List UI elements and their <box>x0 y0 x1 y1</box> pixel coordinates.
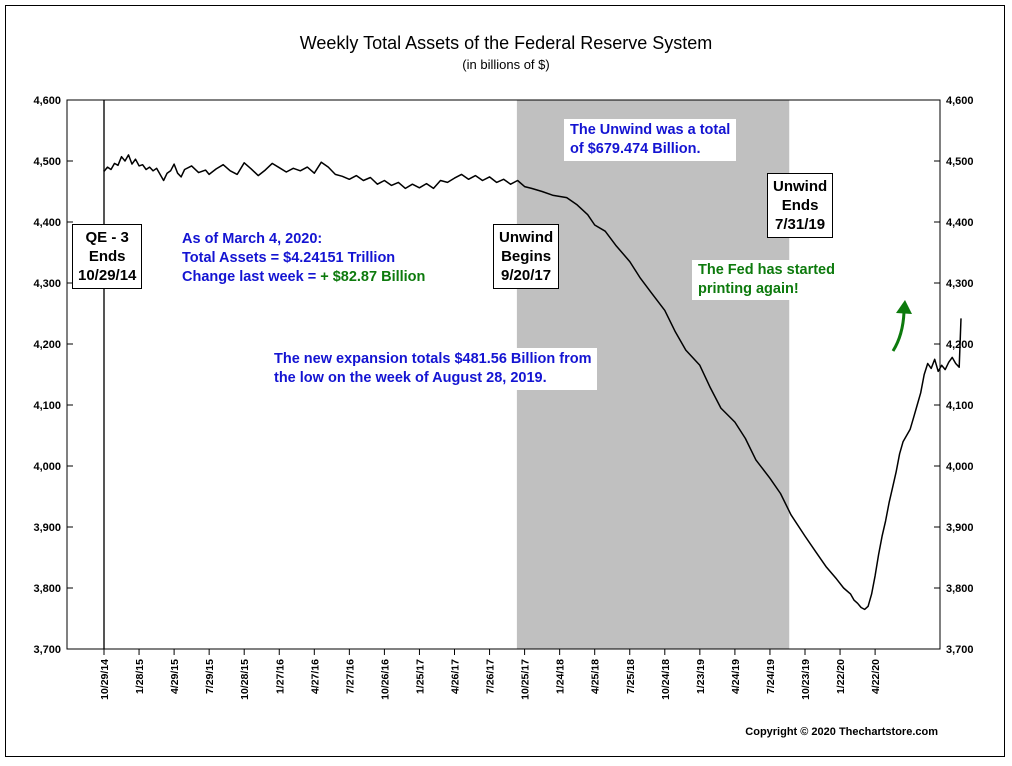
unwind-ends-label: Unwind Ends 7/31/19 <box>767 173 834 238</box>
y-tick-label-left: 4,400 <box>33 217 61 229</box>
x-tick-label: 10/29/14 <box>99 659 111 700</box>
fed-printing-line1: The Fed has started <box>698 262 835 278</box>
y-tick-label-left: 3,800 <box>33 583 61 595</box>
y-tick-label-left: 4,100 <box>33 400 61 412</box>
qe3-line2: Ends <box>88 248 126 265</box>
x-tick-label: 1/25/17 <box>414 659 426 694</box>
total-assets-line <box>103 154 962 611</box>
unwind-begins-line2: Begins <box>501 248 552 265</box>
x-tick-label: 7/29/15 <box>204 659 216 694</box>
qe3-line1: QE - 3 <box>85 229 129 246</box>
x-tick-label: 4/24/19 <box>730 659 742 694</box>
y-tick-label-left: 3,700 <box>33 644 61 656</box>
qe3-ends-label: QE - 3 Ends 10/29/14 <box>72 224 143 289</box>
y-tick-label-left: 4,500 <box>33 156 61 168</box>
fed-printing-line2: printing again! <box>698 281 799 297</box>
x-tick-label: 10/25/17 <box>520 659 532 700</box>
x-tick-label: 7/25/18 <box>625 659 637 694</box>
as-of-line1: As of March 4, 2020: <box>182 231 323 247</box>
y-tick-label-left: 3,900 <box>33 522 61 534</box>
unwind-ends-line1: Unwind <box>773 178 828 195</box>
expansion-line2: the low on the week of August 28, 2019. <box>274 370 547 386</box>
y-tick-label-right: 4,500 <box>946 156 974 168</box>
y-tick-label-left: 4,300 <box>33 278 61 290</box>
x-tick-label: 10/24/18 <box>660 659 672 700</box>
x-tick-label: 7/26/17 <box>485 659 497 694</box>
y-tick-label-right: 4,400 <box>946 217 974 229</box>
x-tick-label: 7/27/16 <box>344 659 356 694</box>
y-tick-label-right: 4,000 <box>946 461 974 473</box>
unwind-begins-line1: Unwind <box>499 229 554 246</box>
y-tick-label-left: 4,600 <box>33 95 61 107</box>
x-tick-label: 1/28/15 <box>134 659 146 694</box>
y-tick-label-left: 4,200 <box>33 339 61 351</box>
printing-arrow-head <box>896 300 912 314</box>
x-tick-label: 1/23/19 <box>695 659 707 694</box>
x-tick-label: 7/24/19 <box>765 659 777 694</box>
y-tick-label-right: 3,900 <box>946 522 974 534</box>
x-tick-label: 10/26/16 <box>379 659 391 700</box>
unwind-ends-line2: Ends <box>781 197 819 214</box>
chart-title: Weekly Total Assets of the Federal Reser… <box>300 33 713 53</box>
unwind-begins-label: Unwind Begins 9/20/17 <box>493 224 560 289</box>
expansion-line1: The new expansion totals $481.56 Billion… <box>274 351 592 367</box>
unwind-ends-line3: 7/31/19 <box>775 216 826 233</box>
x-tick-label: 10/28/15 <box>239 659 251 700</box>
as-of-line3-value: + $82.87 Billion <box>320 269 426 285</box>
chart-subtitle: (in billions of $) <box>462 57 549 72</box>
unwind-total-note: The Unwind was a total of $679.474 Billi… <box>564 119 737 161</box>
x-tick-label: 1/22/20 <box>835 659 847 694</box>
as-of-line2: Total Assets = $4.24151 Trillion <box>182 250 396 266</box>
expansion-note: The new expansion totals $481.56 Billion… <box>268 348 598 390</box>
plot-border <box>66 99 941 650</box>
fed-printing-note: The Fed has started printing again! <box>692 260 841 300</box>
x-tick-label: 1/24/18 <box>555 659 567 694</box>
as-of-note: As of March 4, 2020: Total Assets = $4.2… <box>178 228 430 289</box>
y-tick-label-left: 4,000 <box>33 461 61 473</box>
copyright-text: Copyright © 2020 Thechartstore.com <box>745 726 938 738</box>
qe3-line3: 10/29/14 <box>78 267 137 284</box>
x-tick-label: 4/27/16 <box>309 659 321 694</box>
y-tick-label-right: 3,800 <box>946 583 974 595</box>
unwind-begins-line3: 9/20/17 <box>501 267 552 284</box>
x-tick-label: 4/29/15 <box>169 659 181 694</box>
x-tick-label: 10/23/19 <box>800 659 812 700</box>
y-tick-label-right: 4,600 <box>946 95 974 107</box>
as-of-line3-prefix: Change last week = <box>182 269 321 285</box>
x-tick-label: 4/25/18 <box>590 659 602 694</box>
y-tick-label-right: 4,300 <box>946 278 974 290</box>
x-tick-label: 1/27/16 <box>274 659 286 694</box>
unwind-total-line1: The Unwind was a total <box>570 122 731 138</box>
x-tick-label: 4/22/20 <box>870 659 882 694</box>
printing-arrow-shaft <box>891 311 906 352</box>
x-tick-label: 4/26/17 <box>450 659 462 694</box>
unwind-total-line2: of $679.474 Billion. <box>570 141 701 157</box>
y-tick-label-right: 3,700 <box>946 644 974 656</box>
y-tick-label-right: 4,100 <box>946 400 974 412</box>
